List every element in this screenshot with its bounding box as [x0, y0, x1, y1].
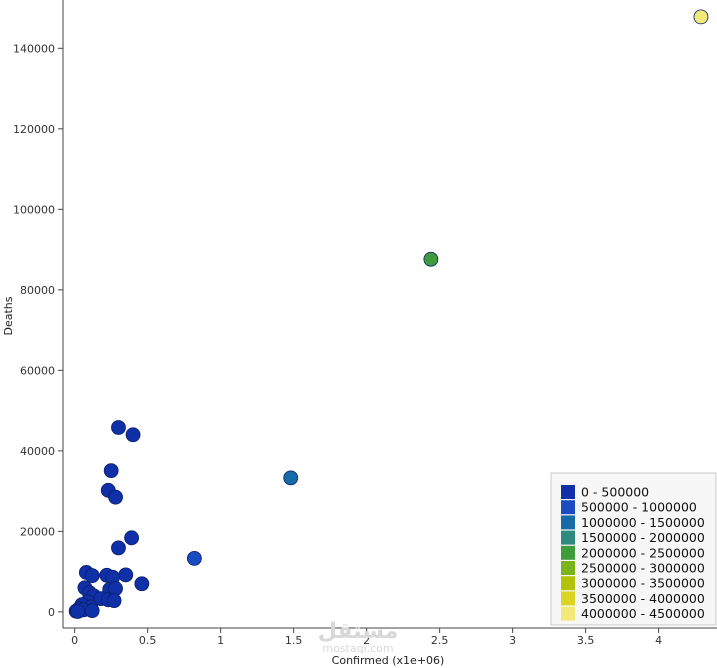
legend-label: 2500000 - 3000000 — [581, 561, 705, 576]
legend-label: 1500000 - 2000000 — [581, 530, 705, 545]
legend-label: 3000000 - 3500000 — [581, 576, 705, 591]
data-point — [423, 251, 439, 267]
x-tick-label: 1.5 — [285, 634, 303, 647]
data-point — [106, 593, 122, 609]
x-tick-label: 0 — [71, 634, 78, 647]
legend-swatch — [561, 576, 575, 591]
data-point — [125, 427, 141, 443]
legend-label: 4000000 - 4500000 — [581, 606, 705, 621]
x-tick-label: 3 — [509, 634, 516, 647]
data-point — [134, 576, 150, 592]
y-tick-label: 60000 — [20, 364, 55, 377]
data-points — [68, 9, 709, 619]
x-tick-label: 3.5 — [577, 634, 595, 647]
legend-swatch — [561, 606, 575, 621]
data-point — [70, 604, 85, 619]
watermark-text: مستقل — [318, 619, 398, 644]
data-point — [84, 603, 100, 619]
legend-label: 1000000 - 1500000 — [581, 515, 705, 530]
legend-swatch — [561, 500, 575, 515]
watermark: مستقل mostaql.com — [318, 619, 398, 655]
y-axis-title: Deaths — [2, 296, 15, 335]
y-tick-label: 80000 — [20, 284, 55, 297]
data-point — [108, 489, 123, 505]
legend-swatch — [561, 561, 575, 575]
legend-swatch — [561, 485, 575, 499]
data-point — [111, 540, 126, 556]
data-point — [103, 463, 119, 478]
data-point — [283, 470, 299, 486]
x-axis-title: Confirmed (x1e+06) — [332, 654, 445, 667]
data-point — [693, 9, 709, 25]
y-tick-label: 140000 — [13, 42, 55, 55]
data-point — [124, 530, 140, 546]
legend-label: 2000000 - 2500000 — [581, 545, 705, 560]
x-tick-label: 2.5 — [431, 634, 449, 647]
axes: 0 0.5 1 1.5 2 2.5 3 3.5 4 0 20000 40000 60000 80000 10… — [13, 0, 717, 647]
y-tick-label: 40000 — [20, 445, 55, 458]
x-tick-label: 0.5 — [139, 634, 157, 647]
y-tick-label: 0 — [48, 606, 55, 619]
data-point — [186, 550, 202, 566]
legend-swatch — [561, 530, 575, 545]
legend-swatch — [561, 591, 575, 606]
data-point — [111, 420, 126, 435]
legend-swatch — [561, 545, 575, 560]
legend-box — [550, 472, 717, 626]
y-tick-label: 120000 — [13, 123, 55, 136]
watermark-subtext: mostaql.com — [322, 642, 393, 655]
x-tick-label: 4 — [655, 634, 662, 647]
legend-label: 3500000 - 4000000 — [581, 591, 705, 606]
data-point — [118, 567, 134, 583]
x-tick-label: 2 — [363, 634, 370, 647]
legend-label: 0 - 500000 — [581, 485, 649, 500]
legend-swatch — [561, 515, 575, 530]
y-tick-label: 100000 — [13, 203, 55, 216]
y-tick-label: 20000 — [20, 525, 55, 538]
x-tick-label: 1 — [217, 634, 224, 647]
legend-label: 500000 - 1000000 — [581, 500, 697, 515]
data-point — [84, 568, 100, 584]
